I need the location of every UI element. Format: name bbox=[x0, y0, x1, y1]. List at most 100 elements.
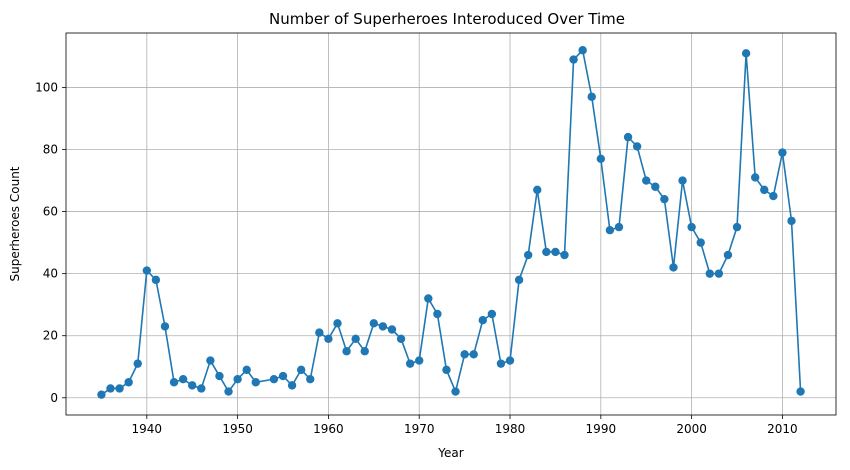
x-tick-label: 2000 bbox=[676, 422, 707, 436]
data-point bbox=[560, 251, 568, 259]
data-point bbox=[796, 387, 804, 395]
data-point bbox=[460, 350, 468, 358]
data-point bbox=[333, 319, 341, 327]
data-point bbox=[115, 384, 123, 392]
data-point bbox=[433, 310, 441, 318]
data-point bbox=[297, 366, 305, 374]
data-point bbox=[597, 155, 605, 163]
data-point bbox=[642, 176, 650, 184]
data-point bbox=[588, 93, 596, 101]
data-point bbox=[488, 310, 496, 318]
data-point bbox=[424, 294, 432, 302]
y-tick-label: 100 bbox=[35, 80, 58, 94]
data-point bbox=[161, 322, 169, 330]
data-point bbox=[633, 142, 641, 150]
data-point bbox=[769, 192, 777, 200]
data-point bbox=[687, 223, 695, 231]
data-point bbox=[288, 381, 296, 389]
data-point bbox=[524, 251, 532, 259]
data-point bbox=[569, 55, 577, 63]
data-point bbox=[233, 375, 241, 383]
y-tick-label: 20 bbox=[43, 329, 58, 343]
data-point bbox=[197, 384, 205, 392]
data-point bbox=[787, 217, 795, 225]
data-point bbox=[170, 378, 178, 386]
data-point bbox=[624, 133, 632, 141]
data-point bbox=[179, 375, 187, 383]
data-point bbox=[697, 238, 705, 246]
data-point bbox=[742, 49, 750, 57]
data-point bbox=[497, 359, 505, 367]
grid bbox=[66, 33, 836, 415]
data-point bbox=[542, 248, 550, 256]
data-point bbox=[134, 359, 142, 367]
data-point bbox=[351, 335, 359, 343]
data-point bbox=[361, 347, 369, 355]
data-point bbox=[715, 269, 723, 277]
data-point bbox=[551, 248, 559, 256]
x-tick-label: 1970 bbox=[404, 422, 435, 436]
data-point bbox=[270, 375, 278, 383]
x-axis-label: Year bbox=[437, 446, 463, 460]
data-point bbox=[778, 148, 786, 156]
data-point bbox=[615, 223, 623, 231]
data-point bbox=[470, 350, 478, 358]
chart-title: Number of Superheroes Interoduced Over T… bbox=[269, 10, 625, 28]
data-point bbox=[388, 325, 396, 333]
data-point bbox=[279, 372, 287, 380]
data-point bbox=[760, 186, 768, 194]
data-point bbox=[406, 359, 414, 367]
x-tick-label: 1980 bbox=[495, 422, 526, 436]
series-line bbox=[101, 50, 800, 394]
data-point bbox=[733, 223, 741, 231]
y-tick-label: 40 bbox=[43, 267, 58, 281]
data-point bbox=[660, 195, 668, 203]
data-point bbox=[252, 378, 260, 386]
data-point bbox=[451, 387, 459, 395]
y-tick-label: 0 bbox=[50, 391, 58, 405]
data-point bbox=[397, 335, 405, 343]
data-point bbox=[97, 390, 105, 398]
data-point bbox=[342, 347, 350, 355]
x-tick-label: 1940 bbox=[132, 422, 163, 436]
data-point bbox=[515, 276, 523, 284]
data-point bbox=[206, 356, 214, 364]
y-tick-label: 60 bbox=[43, 205, 58, 219]
data-point bbox=[724, 251, 732, 259]
y-axis-label: Superheroes Count bbox=[8, 166, 22, 281]
data-point bbox=[678, 176, 686, 184]
data-point bbox=[224, 387, 232, 395]
data-point bbox=[379, 322, 387, 330]
data-point bbox=[751, 173, 759, 181]
x-tick-label: 1960 bbox=[313, 422, 344, 436]
data-point bbox=[578, 46, 586, 54]
axis-ticks: 1940 1950 1960 1970 1980 1990 2000 2010 0 20 40 60 8… bbox=[35, 80, 798, 436]
data-point bbox=[215, 372, 223, 380]
data-point bbox=[370, 319, 378, 327]
data-point bbox=[143, 266, 151, 274]
data-point bbox=[506, 356, 514, 364]
data-point bbox=[152, 276, 160, 284]
data-point bbox=[242, 366, 250, 374]
data-point bbox=[651, 183, 659, 191]
data-point bbox=[106, 384, 114, 392]
data-point bbox=[415, 356, 423, 364]
y-tick-label: 80 bbox=[43, 143, 58, 157]
x-tick-label: 1950 bbox=[222, 422, 253, 436]
plot-frame bbox=[66, 33, 836, 415]
data-point bbox=[306, 375, 314, 383]
data-point bbox=[479, 316, 487, 324]
data-point bbox=[606, 226, 614, 234]
x-tick-label: 2010 bbox=[767, 422, 798, 436]
data-point bbox=[669, 263, 677, 271]
data-point bbox=[324, 335, 332, 343]
data-point bbox=[124, 378, 132, 386]
data-point bbox=[315, 328, 323, 336]
data-point bbox=[188, 381, 196, 389]
data-point bbox=[442, 366, 450, 374]
data-point bbox=[533, 186, 541, 194]
data-point bbox=[706, 269, 714, 277]
x-tick-label: 1990 bbox=[586, 422, 617, 436]
data-points bbox=[97, 46, 805, 399]
